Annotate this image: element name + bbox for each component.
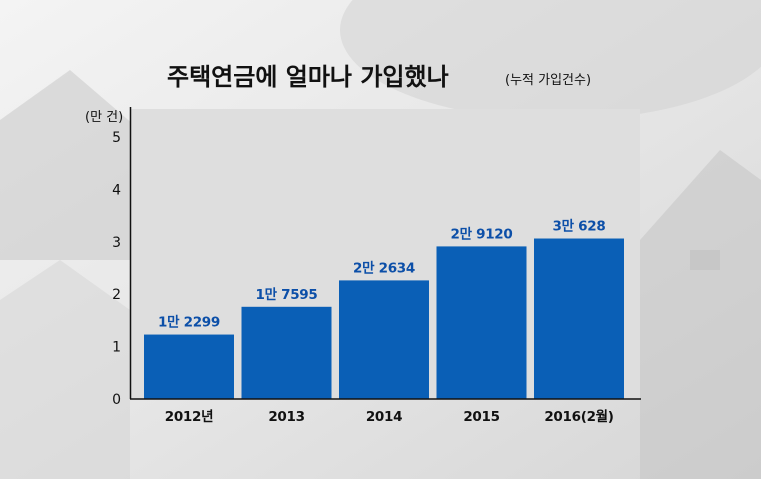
value-labels: 1만 2299 1만 7595 2만 2634 2만 9120 3만 628	[158, 219, 606, 331]
bar-5	[534, 238, 624, 399]
y-tick-label-2: 2	[112, 287, 121, 303]
chart-subtitle: (누적 가입건수)	[505, 73, 591, 88]
x-tick-label-2: 2013	[268, 409, 304, 425]
x-tick-label-1: 2012년	[165, 409, 214, 425]
y-ticks: 0 1 2 3 4 5	[112, 130, 121, 408]
y-tick-label-4: 4	[112, 182, 121, 198]
x-tick-label-3: 2014	[366, 409, 402, 425]
y-tick-label-3: 3	[112, 235, 121, 251]
bar-2	[241, 306, 332, 399]
bar-4	[436, 246, 527, 399]
bars	[144, 238, 624, 399]
y-tick-label-1: 1	[112, 340, 121, 356]
value-label-5: 3만 628	[553, 219, 606, 235]
value-label-1: 1만 2299	[158, 315, 220, 331]
x-tick-label-5: 2016(2월)	[544, 408, 613, 425]
value-label-4: 2만 9120	[451, 226, 513, 242]
value-label-2: 1만 7595	[256, 287, 318, 303]
bar-1	[144, 334, 234, 399]
x-tick-label-4: 2015	[463, 409, 499, 425]
y-axis-unit: (만 건)	[85, 110, 123, 125]
bar-3	[339, 280, 429, 399]
chart-title: 주택연금에 얼마나 가입했나	[167, 63, 449, 91]
value-label-3: 2만 2634	[353, 260, 415, 276]
x-ticks: 2012년 2013 2014 2015 2016(2월)	[165, 408, 614, 425]
y-tick-label-0: 0	[112, 392, 121, 408]
y-tick-label-5: 5	[112, 130, 121, 146]
